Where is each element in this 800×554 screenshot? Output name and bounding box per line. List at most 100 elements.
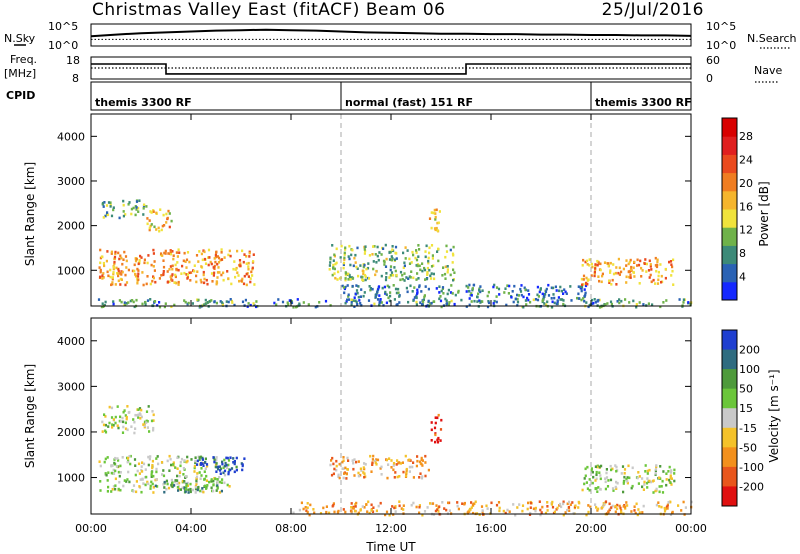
- heatmap-cell: [638, 282, 641, 285]
- heatmap-cell: [135, 480, 138, 483]
- heatmap-cell: [169, 265, 172, 268]
- heatmap-cell: [155, 211, 158, 215]
- heatmap-cell: [416, 288, 419, 292]
- heatmap-cell: [415, 464, 418, 468]
- y-tick-label: 1000: [57, 472, 85, 485]
- heatmap-cell: [163, 305, 166, 309]
- heatmap-cell: [495, 295, 498, 298]
- heatmap-cell: [587, 278, 590, 281]
- heatmap-cell: [599, 477, 602, 481]
- heatmap-cell: [423, 266, 426, 270]
- heatmap-cell: [375, 463, 378, 466]
- colorbar-tick-label: 200: [739, 344, 760, 357]
- heatmap-cell: [598, 298, 601, 302]
- heatmap-cell: [126, 428, 129, 432]
- heatmap-cell: [97, 298, 101, 301]
- heatmap-cell: [228, 249, 231, 253]
- heatmap-cell: [127, 470, 130, 474]
- heatmap-cell: [628, 476, 631, 480]
- heatmap-cell: [436, 416, 439, 420]
- heatmap-cell: [443, 507, 446, 510]
- heatmap-cell: [486, 305, 490, 309]
- heatmap-cell: [111, 423, 114, 426]
- heatmap-cell: [456, 504, 459, 508]
- heatmap-cell: [424, 454, 427, 458]
- heatmap-cell: [99, 270, 102, 274]
- heatmap-cell: [101, 302, 104, 305]
- heatmap-cell: [124, 303, 127, 307]
- heatmap-cell: [591, 470, 594, 474]
- heatmap-cell: [221, 478, 224, 481]
- heatmap-cell: [159, 208, 162, 211]
- heatmap-cell: [380, 473, 383, 476]
- heatmap-cell: [329, 257, 332, 261]
- heatmap-cell: [393, 506, 396, 510]
- heatmap-cell: [135, 298, 138, 302]
- heatmap-cell: [427, 259, 430, 263]
- heatmap-cell: [375, 458, 378, 461]
- heatmap-cell: [225, 300, 228, 303]
- heatmap-cell: [655, 269, 658, 273]
- heatmap-cell: [403, 272, 406, 275]
- heatmap-cell: [638, 511, 641, 514]
- heatmap-cell: [135, 208, 138, 211]
- heatmap-cell: [138, 259, 141, 262]
- heatmap-cell: [350, 510, 353, 513]
- heatmap-cell: [498, 506, 501, 510]
- heatmap-cell: [427, 468, 430, 472]
- heatmap-cell: [516, 300, 520, 304]
- heatmap-cell: [148, 226, 151, 230]
- heatmap-cell: [493, 299, 496, 303]
- heatmap-cell: [179, 461, 182, 464]
- heatmap-cell: [614, 510, 617, 514]
- heatmap-cell: [189, 490, 192, 494]
- heatmap-cell: [359, 509, 362, 512]
- heatmap-cell: [668, 465, 671, 469]
- heatmap-cell: [344, 285, 347, 289]
- heatmap-cell: [350, 502, 353, 505]
- heatmap-cell: [171, 273, 174, 276]
- heatmap-cell: [345, 477, 348, 480]
- colorbar-tick-label: -50: [739, 441, 757, 454]
- heatmap-cell: [377, 287, 380, 291]
- heatmap-cell: [596, 465, 599, 469]
- heatmap-cell: [593, 274, 596, 278]
- heatmap-cell: [127, 203, 130, 206]
- heatmap-cell: [412, 461, 415, 464]
- heatmap-cell: [580, 298, 583, 302]
- heatmap-cell: [146, 299, 150, 302]
- heatmap-cell: [122, 203, 125, 207]
- heatmap-cell: [562, 500, 565, 504]
- heatmap-cell: [217, 266, 220, 269]
- heatmap-cell: [570, 299, 573, 302]
- cpid-label: CPID: [6, 89, 35, 102]
- heatmap-cell: [615, 266, 618, 269]
- heatmap-cell: [160, 252, 163, 255]
- heatmap-cell: [436, 508, 439, 511]
- heatmap-cell: [140, 415, 143, 419]
- heatmap-cell: [107, 425, 110, 428]
- heatmap-cell: [440, 289, 443, 293]
- heatmap-cell: [405, 276, 408, 279]
- y-tick-label: 2000: [57, 220, 85, 233]
- heatmap-cell: [370, 503, 373, 507]
- heatmap-cell: [114, 415, 117, 419]
- heatmap-cell: [574, 504, 577, 508]
- heatmap-cell: [111, 277, 114, 281]
- heatmap-cell: [395, 257, 398, 260]
- heatmap-cell: [162, 259, 165, 262]
- heatmap-cell: [141, 470, 144, 473]
- heatmap-cell: [411, 250, 414, 254]
- heatmap-cell: [486, 294, 489, 298]
- heatmap-cell: [205, 302, 208, 305]
- heatmap-cell: [163, 490, 166, 494]
- heatmap-cell: [344, 273, 347, 277]
- heatmap-cell: [348, 257, 351, 261]
- heatmap-cell: [102, 261, 105, 265]
- heatmap-cell: [218, 480, 221, 484]
- heatmap-cell: [596, 490, 599, 493]
- heatmap-cell: [198, 456, 201, 459]
- heatmap-cell: [122, 199, 125, 203]
- heatmap-cell: [118, 419, 121, 423]
- heatmap-cell: [577, 500, 580, 504]
